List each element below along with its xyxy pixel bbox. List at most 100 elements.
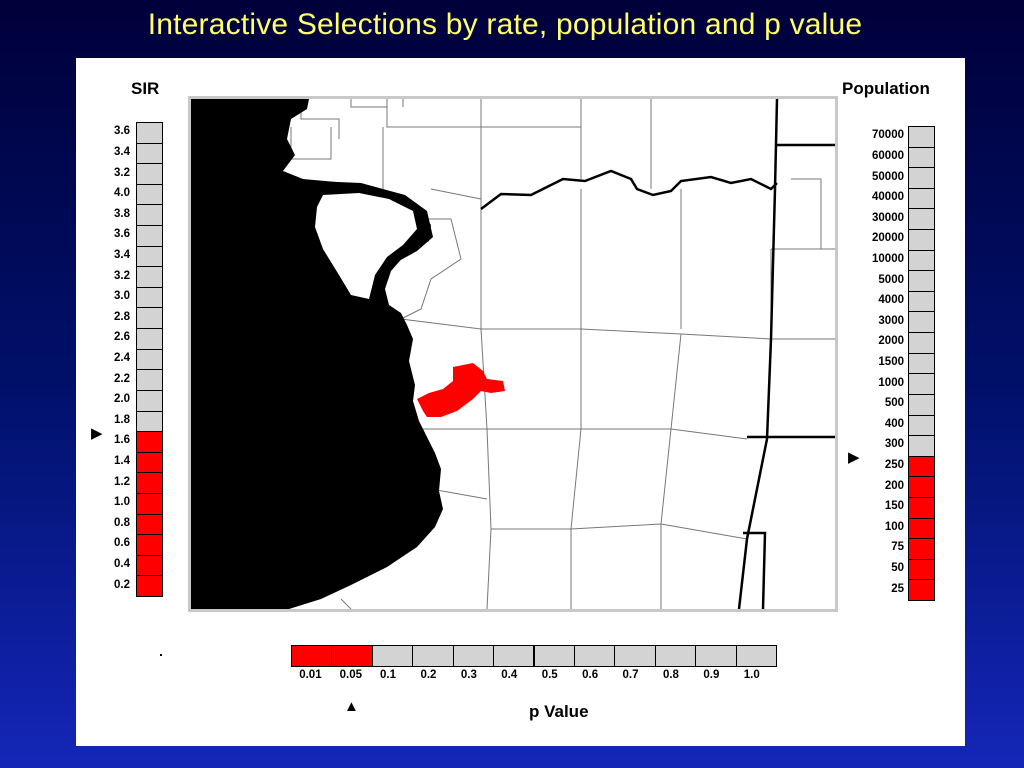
- scale-cell[interactable]: [908, 270, 935, 292]
- pvalue-label: 0.3: [460, 669, 477, 681]
- scale-label: 3.2: [114, 166, 130, 179]
- scale-cell[interactable]: [908, 455, 935, 478]
- scale-cell[interactable]: [136, 575, 163, 597]
- scale-cell[interactable]: [908, 208, 935, 231]
- sir-scale[interactable]: [136, 122, 163, 597]
- pvalue-label: 1.0: [743, 669, 760, 681]
- scale-label: 2000: [878, 335, 904, 348]
- scale-label: 70000: [872, 129, 904, 142]
- scale-cell[interactable]: [908, 167, 935, 189]
- pvalue-scale[interactable]: [291, 645, 777, 667]
- scale-label: 3.6: [114, 125, 130, 138]
- scale-label: 1.4: [114, 455, 130, 468]
- scale-cell[interactable]: [136, 142, 163, 165]
- scale-label: 10000: [872, 252, 904, 265]
- scale-cell[interactable]: [908, 373, 935, 395]
- scale-label: 100: [884, 520, 904, 533]
- pvalue-cell[interactable]: [695, 645, 737, 667]
- pvalue-label: 0.2: [420, 669, 437, 681]
- scale-cell[interactable]: [908, 496, 935, 519]
- scale-cell[interactable]: [136, 492, 163, 515]
- scale-label: 500: [884, 397, 904, 410]
- scale-cell[interactable]: [908, 146, 935, 169]
- scale-cell[interactable]: [908, 558, 935, 581]
- scale-cell[interactable]: [908, 476, 935, 498]
- scale-cell[interactable]: [908, 229, 935, 251]
- scale-label: 3.4: [114, 248, 130, 261]
- scale-cell[interactable]: [908, 579, 935, 601]
- scale-cell[interactable]: [908, 414, 935, 437]
- scale-cell[interactable]: [908, 249, 935, 272]
- up-triangle-icon: ▲: [344, 698, 359, 715]
- pvalue-cell[interactable]: [412, 645, 454, 667]
- scale-label: 200: [884, 479, 904, 492]
- scale-cell[interactable]: [136, 451, 163, 474]
- scale-cell[interactable]: [136, 410, 163, 433]
- scale-cell[interactable]: [136, 266, 163, 288]
- pvalue-cell[interactable]: [614, 645, 656, 667]
- scale-label: 2.4: [114, 352, 130, 364]
- scale-cell[interactable]: [908, 435, 935, 457]
- state-borders: [480, 99, 835, 609]
- scale-cell[interactable]: [136, 286, 163, 309]
- scale-label: 300: [884, 438, 904, 451]
- population-scale[interactable]: [908, 126, 935, 601]
- scale-label: 1.0: [114, 496, 130, 509]
- scale-cell[interactable]: [908, 126, 935, 148]
- island: [315, 193, 417, 299]
- pvalue-cell[interactable]: [291, 645, 333, 667]
- pvalue-cell[interactable]: [533, 645, 575, 667]
- scale-cell[interactable]: [136, 183, 163, 206]
- scale-cell[interactable]: [908, 393, 935, 416]
- scale-label: 1000: [878, 376, 904, 389]
- scale-label: 1.2: [114, 475, 130, 488]
- pvalue-label: 0.01: [299, 669, 322, 681]
- scale-label: 50000: [872, 170, 904, 183]
- stray-dot: [160, 654, 162, 656]
- pvalue-cell[interactable]: [493, 645, 535, 667]
- scale-cell[interactable]: [908, 332, 935, 354]
- pvalue-selection-marker[interactable]: ▲: [344, 699, 359, 714]
- scale-cell[interactable]: [136, 389, 163, 412]
- scale-cell[interactable]: [908, 352, 935, 375]
- scale-cell[interactable]: [136, 513, 163, 536]
- scale-cell[interactable]: [136, 225, 163, 247]
- scale-cell[interactable]: [136, 431, 163, 453]
- scale-cell[interactable]: [136, 122, 163, 144]
- scale-cell[interactable]: [136, 307, 163, 330]
- scale-cell[interactable]: [908, 311, 935, 334]
- scale-cell[interactable]: [136, 534, 163, 556]
- scale-cell[interactable]: [136, 369, 163, 391]
- map-view[interactable]: [188, 96, 838, 612]
- scale-label: 4000: [878, 294, 904, 307]
- scale-cell[interactable]: [908, 538, 935, 560]
- pvalue-cell[interactable]: [371, 645, 414, 667]
- pvalue-label: 0.1: [380, 669, 397, 681]
- scale-label: 60000: [872, 149, 904, 162]
- sir-selection-marker[interactable]: ▶: [91, 426, 103, 441]
- scale-label: 3000: [878, 314, 904, 327]
- pvalue-cell[interactable]: [452, 645, 495, 667]
- scale-cell[interactable]: [136, 554, 163, 577]
- sir-legend-title: SIR: [131, 79, 160, 98]
- scale-cell[interactable]: [136, 348, 163, 371]
- population-selection-marker[interactable]: ▶: [848, 450, 860, 465]
- right-triangle-icon: ▶: [848, 449, 860, 466]
- scale-cell[interactable]: [908, 517, 935, 540]
- pvalue-cell[interactable]: [735, 645, 777, 667]
- scale-cell[interactable]: [136, 163, 163, 185]
- scale-cell[interactable]: [908, 290, 935, 313]
- pvalue-cell[interactable]: [573, 645, 616, 667]
- scale-label: 0.2: [114, 578, 130, 591]
- scale-cell[interactable]: [908, 187, 935, 210]
- scale-cell[interactable]: [136, 204, 163, 227]
- pvalue-cell[interactable]: [331, 645, 373, 667]
- scale-cell[interactable]: [136, 245, 163, 268]
- pvalue-label: 0.7: [622, 669, 639, 681]
- scale-label: 0.4: [114, 558, 130, 571]
- scale-cell[interactable]: [136, 328, 163, 350]
- scale-cell[interactable]: [136, 472, 163, 494]
- scale-label: 3.6: [114, 228, 130, 241]
- scale-label: 1.6: [114, 434, 130, 447]
- pvalue-cell[interactable]: [654, 645, 697, 667]
